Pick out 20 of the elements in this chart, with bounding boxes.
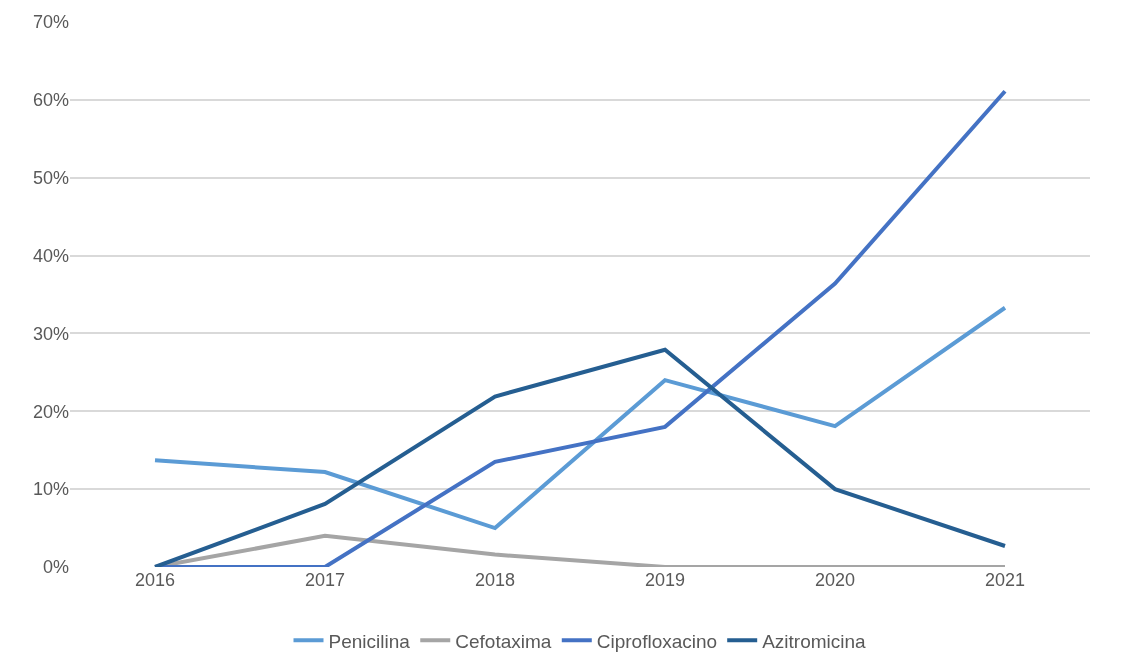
y-tick-label: 10% <box>32 479 69 500</box>
y-tick-label: 0% <box>42 557 69 578</box>
x-tick-label: 2021 <box>984 570 1026 590</box>
x-tick-label: 2019 <box>644 570 686 590</box>
y-tick-label: 70% <box>32 12 69 33</box>
legend-label: Azitromicina <box>762 630 867 652</box>
line-series <box>153 347 1007 567</box>
y-tick-label: 20% <box>32 401 69 422</box>
x-tick-label: 2016 <box>134 570 176 590</box>
legend-label: Ciprofloxacino <box>596 630 718 652</box>
line-series <box>153 305 1007 531</box>
x-tick-label: 2018 <box>474 570 516 590</box>
legend-label: Cefotaxima <box>455 630 552 652</box>
y-tick-label: 50% <box>32 168 69 189</box>
legend-label: Penicilina <box>328 630 411 652</box>
y-tick-label: 60% <box>32 90 69 111</box>
x-tick-label: 2017 <box>304 570 346 590</box>
y-tick-label: 30% <box>32 323 69 344</box>
y-tick-label: 40% <box>32 245 69 266</box>
x-tick-label: 2020 <box>814 570 856 590</box>
